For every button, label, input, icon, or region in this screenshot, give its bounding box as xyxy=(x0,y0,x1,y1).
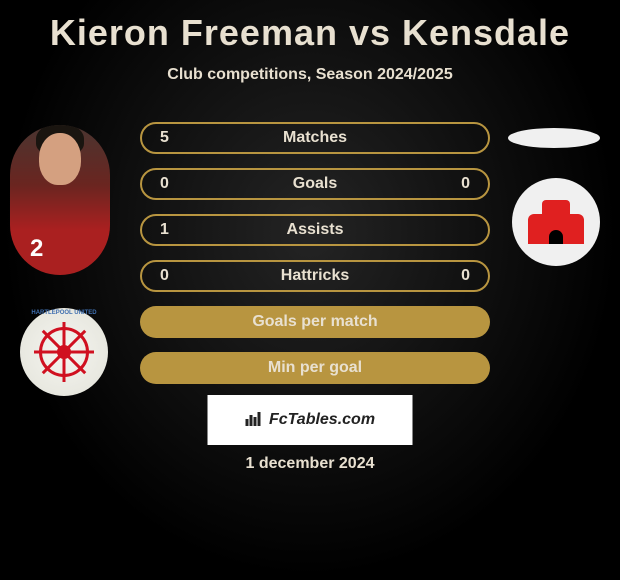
stat-row: Goals 0 0 xyxy=(140,168,490,200)
player-left-photo: 2 xyxy=(10,125,110,275)
chart-icon xyxy=(245,409,263,432)
club-name-text: HARTLEPOOL UNITED xyxy=(20,310,108,316)
stat-label: Hattricks xyxy=(281,267,349,285)
stat-value-left: 0 xyxy=(160,267,169,285)
stat-value-left: 5 xyxy=(160,129,169,147)
club-logo-left: HARTLEPOOL UNITED xyxy=(20,308,108,396)
branding-logo[interactable]: FcTables.com xyxy=(208,395,413,445)
fortress-icon xyxy=(528,200,584,244)
stat-row: Assists 1 xyxy=(140,214,490,246)
stat-label: Matches xyxy=(283,129,347,147)
stat-label: Assists xyxy=(287,221,344,239)
stat-row: Goals per match xyxy=(140,306,490,338)
date-label: 1 december 2024 xyxy=(246,455,375,473)
stat-value-right: 0 xyxy=(461,175,470,193)
stat-row: Hattricks 0 0 xyxy=(140,260,490,292)
stat-label: Goals xyxy=(293,175,337,193)
stat-row: Min per goal xyxy=(140,352,490,384)
page-subtitle: Club competitions, Season 2024/2025 xyxy=(0,66,620,84)
club-logo-right xyxy=(512,178,600,266)
stat-label: Min per goal xyxy=(268,359,362,377)
branding-text: FcTables.com xyxy=(269,411,375,429)
ball-icon xyxy=(508,128,600,148)
stat-row: Matches 5 xyxy=(140,122,490,154)
jersey-number: 2 xyxy=(30,235,43,263)
player-face-shape xyxy=(39,133,81,185)
ship-wheel-icon xyxy=(39,327,89,377)
stat-value-left: 0 xyxy=(160,175,169,193)
stat-label: Goals per match xyxy=(252,313,377,331)
stat-value-right: 0 xyxy=(461,267,470,285)
page-title: Kieron Freeman vs Kensdale xyxy=(0,0,620,54)
stat-value-left: 1 xyxy=(160,221,169,239)
stats-container: Matches 5 Goals 0 0 Assists 1 Hattricks 0 0 Goals … xyxy=(140,122,490,398)
